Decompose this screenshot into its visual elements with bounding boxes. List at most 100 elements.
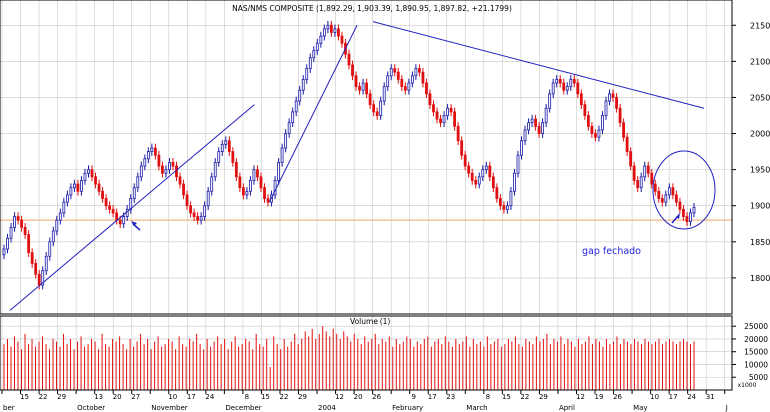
candle-up <box>548 93 552 109</box>
candle-up <box>308 57 312 69</box>
candle-down <box>118 219 122 225</box>
x-day-label: 24 <box>205 393 214 401</box>
candle-up <box>379 100 383 116</box>
candle-down <box>27 234 31 254</box>
volume-y-tick-label: 10000 <box>744 360 768 369</box>
candle-down <box>650 172 654 185</box>
candle-down <box>182 183 185 196</box>
candle-down <box>428 93 432 106</box>
candle-up <box>446 107 449 116</box>
candles <box>2 20 696 290</box>
candle-down <box>393 68 397 73</box>
candle-up <box>689 212 692 223</box>
candle-down <box>396 71 400 80</box>
volume-y-ticks: 5000 10000 15000 20000 25000 <box>732 322 768 382</box>
candle-up <box>333 28 337 33</box>
candle-down <box>76 183 80 192</box>
x-month-label: ber <box>3 404 15 412</box>
x-day-label: 29 <box>298 393 307 401</box>
candle-down <box>629 151 633 167</box>
candle-up <box>523 129 527 142</box>
annotation-gap-fechado: gap fechado <box>582 246 641 257</box>
candle-down <box>632 165 636 181</box>
x-month-label: May <box>633 404 647 412</box>
candle-down <box>470 172 474 181</box>
candle-up <box>639 176 643 189</box>
candle-up <box>80 180 83 192</box>
candle-up <box>541 122 545 134</box>
candle-down <box>586 115 590 127</box>
candle-up <box>252 169 256 181</box>
candle-down <box>354 75 358 88</box>
candle-down <box>576 82 580 95</box>
volume-panel-frame <box>0 315 733 391</box>
x-day-label: 23 <box>446 393 455 401</box>
candle-down <box>347 53 351 66</box>
candle-down <box>558 79 562 84</box>
candle-down <box>189 205 192 214</box>
x-day-label: 26 <box>613 393 622 401</box>
candle-up <box>315 42 319 51</box>
candle-down <box>562 82 566 91</box>
candle-down <box>572 79 576 84</box>
x-month-label: J <box>725 404 728 412</box>
candle-down <box>104 198 108 207</box>
x-month-label: April <box>559 404 575 412</box>
candle-up <box>146 151 150 160</box>
candle-down <box>463 154 467 167</box>
candle-up <box>249 180 252 192</box>
candle-up <box>83 172 87 181</box>
candle-down <box>259 176 263 189</box>
x-day-label: 10 <box>168 393 177 401</box>
volume-y-tick-label: 25000 <box>744 322 768 331</box>
x-day-label: 24 <box>687 393 696 401</box>
candle-down <box>682 208 685 217</box>
candle-up <box>132 187 136 199</box>
candle-down <box>421 71 425 84</box>
candle-up <box>692 206 696 214</box>
candle-down <box>491 176 495 189</box>
trendlines <box>9 21 705 311</box>
candle-up <box>294 100 298 113</box>
candle-up <box>544 107 548 124</box>
candle-down <box>618 107 622 124</box>
candle-up <box>643 165 647 178</box>
candle-down <box>20 219 24 228</box>
volume-bars <box>3 326 695 390</box>
candle-up <box>407 82 411 91</box>
candle-down <box>685 216 689 223</box>
x-month-label: February <box>392 404 423 412</box>
candle-down <box>625 136 629 152</box>
candle-up <box>213 162 217 178</box>
candle-up <box>143 158 147 167</box>
x-day-label: 15 <box>261 393 270 401</box>
y-tick-label: 2100 <box>750 57 770 66</box>
candle-up <box>608 93 611 102</box>
candle-down <box>37 273 41 286</box>
y-tick-label: 2150 <box>750 21 770 30</box>
candle-up <box>220 143 224 152</box>
candle-down <box>615 97 618 109</box>
candle-down <box>227 140 231 152</box>
candle-up <box>410 75 414 84</box>
candle-up <box>664 194 668 203</box>
candle-down <box>453 111 457 127</box>
x-month-label: March <box>466 404 487 412</box>
annotation-circle <box>652 150 716 230</box>
candle-down <box>157 154 161 167</box>
x-axis-labels: ber 15 22 29 October 13 20 27 November 10 17 24 Dece… <box>1 390 728 412</box>
y-tick-label: 1950 <box>750 166 770 175</box>
candle-down <box>435 111 439 120</box>
candle-down <box>674 194 678 203</box>
candle-up <box>139 165 143 178</box>
candle-up <box>484 165 488 171</box>
candle-up <box>284 133 288 149</box>
candle-down <box>115 212 119 221</box>
x-day-label: 29 <box>539 393 548 401</box>
candle-down <box>432 104 435 113</box>
candle-down <box>185 194 189 207</box>
x-day-label: 15 <box>502 393 511 401</box>
candle-up <box>210 176 214 192</box>
y-tick-label: 1800 <box>750 274 770 283</box>
